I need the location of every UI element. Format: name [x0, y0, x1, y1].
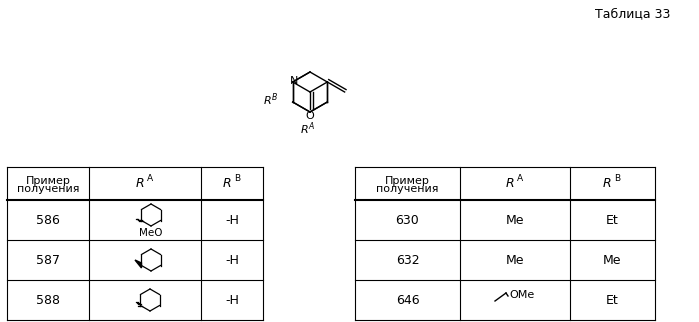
Text: N: N — [289, 76, 298, 86]
Text: A: A — [147, 174, 153, 183]
Polygon shape — [135, 260, 141, 268]
Text: R: R — [222, 177, 231, 190]
Text: Me: Me — [603, 253, 621, 267]
Text: 646: 646 — [396, 293, 419, 307]
Text: 588: 588 — [36, 293, 60, 307]
Text: 587: 587 — [36, 253, 60, 267]
Text: -H: -H — [225, 293, 239, 307]
Text: B: B — [614, 174, 621, 183]
Text: -H: -H — [225, 213, 239, 226]
Text: -H: -H — [225, 253, 239, 267]
Text: 586: 586 — [36, 213, 60, 226]
Text: R: R — [505, 177, 514, 190]
Text: B: B — [234, 174, 240, 183]
Text: Et: Et — [606, 293, 619, 307]
Text: $R^A$: $R^A$ — [301, 120, 316, 137]
Text: 630: 630 — [396, 213, 419, 226]
Text: Et: Et — [606, 213, 619, 226]
Text: R: R — [603, 177, 612, 190]
Text: MeO: MeO — [139, 228, 163, 238]
Text: получения: получения — [17, 184, 79, 194]
Text: Пример: Пример — [385, 175, 430, 185]
Text: получения: получения — [376, 184, 439, 194]
Text: Пример: Пример — [26, 175, 71, 185]
Text: O: O — [305, 111, 315, 121]
Text: A: A — [517, 174, 523, 183]
Text: $R^B$: $R^B$ — [264, 92, 279, 108]
Text: Me: Me — [506, 253, 524, 267]
Text: OMe: OMe — [509, 289, 534, 299]
Text: R: R — [136, 177, 144, 190]
Text: 632: 632 — [396, 253, 419, 267]
Text: Таблица 33: Таблица 33 — [595, 7, 670, 20]
Text: Me: Me — [506, 213, 524, 226]
